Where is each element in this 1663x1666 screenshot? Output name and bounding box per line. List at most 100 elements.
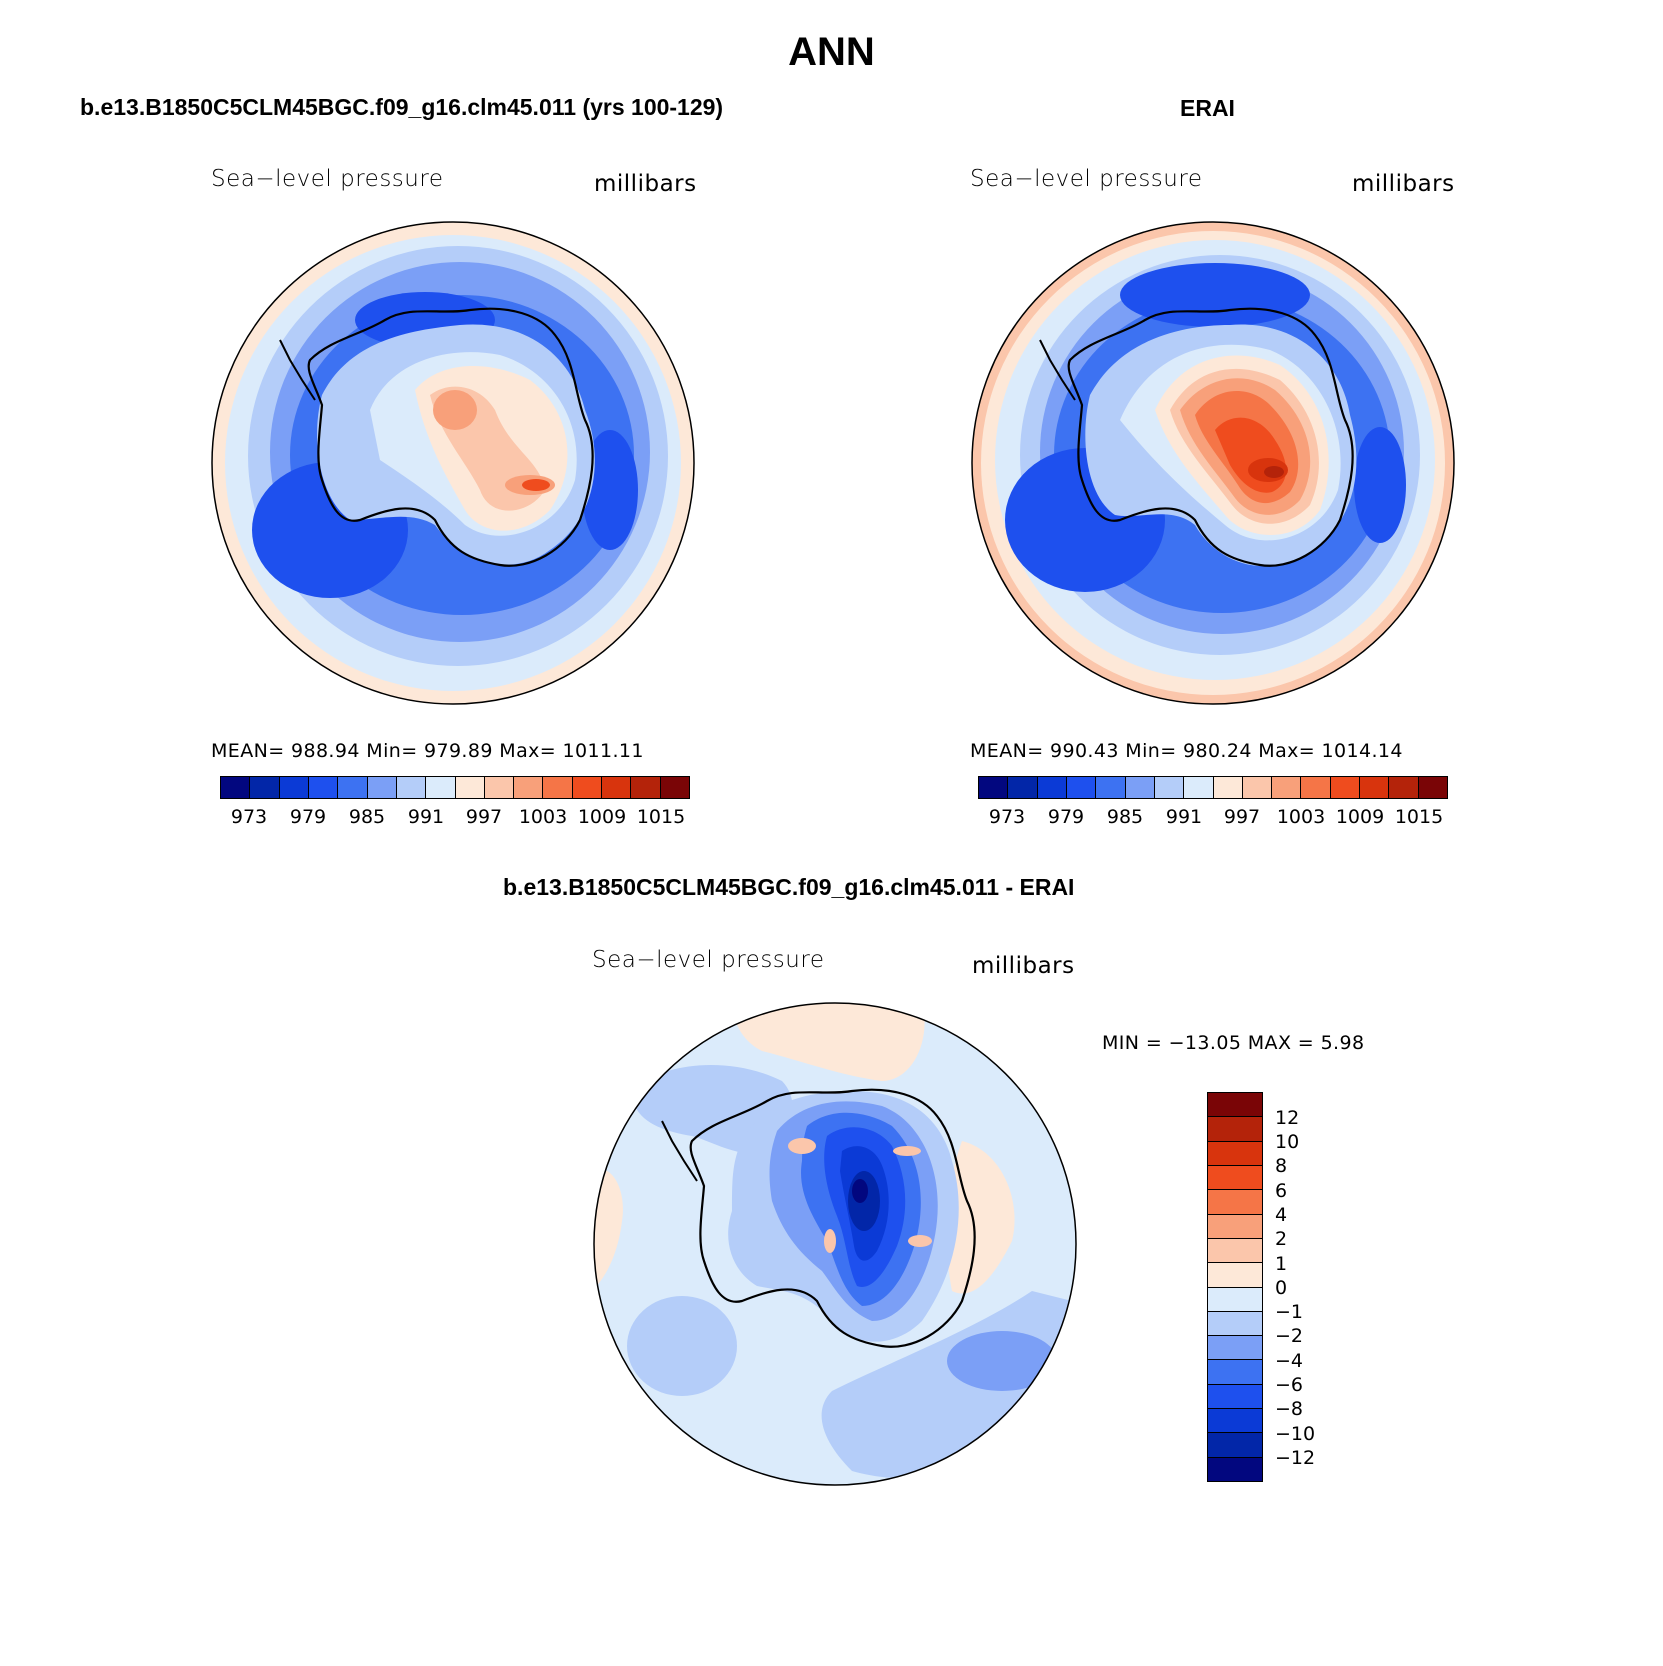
- map-border: [211, 221, 695, 705]
- map-positive-north: [732, 1003, 925, 1081]
- obs-panel-title: ERAI: [1180, 95, 1235, 121]
- colorbar-swatch: [1037, 777, 1067, 798]
- colorbar-swatch: [1208, 1409, 1262, 1434]
- colorbar-swatch: [572, 777, 603, 798]
- obs-field-label: Sea−level pressure: [970, 166, 1203, 192]
- colorbar-swatch: [1208, 1457, 1262, 1481]
- map-low-b: [1354, 427, 1406, 543]
- colorbar-swatch: [1066, 777, 1097, 798]
- colorbar-swatch: [250, 777, 280, 798]
- colorbar-swatch: [279, 777, 309, 798]
- colorbar-tick: −2: [1275, 1325, 1304, 1347]
- colorbar-swatch: [1208, 1433, 1262, 1458]
- map-high-d: [1264, 466, 1284, 478]
- colorbar-tick: 12: [1275, 1107, 1300, 1129]
- main-title: ANN: [788, 30, 875, 74]
- colorbar-swatch: [1208, 1214, 1262, 1239]
- diff-field-label: Sea−level pressure: [592, 947, 825, 973]
- colorbar-swatch: [221, 777, 251, 798]
- colorbar-swatch: [1208, 1141, 1262, 1166]
- diff-stats: MIN = −13.05 MAX = 5.98: [1102, 1032, 1365, 1054]
- colorbar-swatch: [455, 777, 485, 798]
- map-peninsula: [661, 1120, 698, 1182]
- colorbar-swatch: [1184, 777, 1214, 798]
- colorbar-swatch: [660, 777, 689, 798]
- map-coastline: [307, 307, 594, 567]
- colorbar-tick: −6: [1275, 1374, 1304, 1396]
- map-neg-b: [627, 1296, 737, 1396]
- colorbar-tick: 997: [465, 806, 503, 828]
- colorbar-swatch: [1008, 777, 1038, 798]
- diff-units-label: millibars: [972, 953, 1075, 979]
- colorbar-tick: 6: [1275, 1180, 1288, 1202]
- colorbar-tick: 1003: [1276, 806, 1326, 828]
- colorbar-tick: 8: [1275, 1155, 1288, 1177]
- colorbar-swatch: [1208, 1190, 1262, 1215]
- model-colorbar: [220, 776, 690, 799]
- colorbar-swatch: [1272, 777, 1302, 798]
- colorbar-swatch: [602, 777, 632, 798]
- map-coastline: [689, 1088, 976, 1348]
- colorbar-tick: 0: [1275, 1277, 1288, 1299]
- colorbar-swatch: [1125, 777, 1155, 798]
- colorbar-tick: 979: [289, 806, 327, 828]
- map-border: [971, 221, 1455, 705]
- map-peninsula: [279, 339, 316, 401]
- diff-colorbar-ticks: 12 10 8 6 4 2 1 0 −1 −2 −4 −6 −8 −10 −12: [1275, 1092, 1335, 1482]
- colorbar-tick: −10: [1275, 1423, 1316, 1445]
- colorbar-tick: 997: [1223, 806, 1261, 828]
- colorbar-tick: 991: [1165, 806, 1203, 828]
- model-stats: MEAN= 988.94 Min= 979.89 Max= 1011.11: [211, 740, 644, 762]
- colorbar-swatch: [1208, 1360, 1262, 1385]
- colorbar-swatch: [1208, 1117, 1262, 1142]
- colorbar-tick: 985: [348, 806, 386, 828]
- colorbar-tick: −8: [1275, 1398, 1304, 1420]
- obs-units-label: millibars: [1352, 171, 1455, 197]
- colorbar-swatch: [1208, 1287, 1262, 1312]
- obs-colorbar: [978, 776, 1448, 799]
- colorbar-swatch: [1208, 1384, 1262, 1410]
- colorbar-swatch: [1208, 1311, 1262, 1337]
- colorbar-swatch: [308, 777, 339, 798]
- colorbar-tick: 1015: [636, 806, 686, 828]
- map-peninsula: [1039, 339, 1076, 401]
- colorbar-tick: 979: [1047, 806, 1085, 828]
- colorbar-swatch: [1096, 777, 1126, 798]
- colorbar-swatch: [543, 777, 573, 798]
- obs-stats: MEAN= 990.43 Min= 980.24 Max= 1014.14: [970, 740, 1403, 762]
- colorbar-swatch: [367, 777, 397, 798]
- diff-colorbar: [1207, 1092, 1263, 1482]
- colorbar-tick: −1: [1275, 1301, 1304, 1323]
- colorbar-tick: 1009: [1335, 806, 1385, 828]
- colorbar-tick: 973: [988, 806, 1026, 828]
- colorbar-tick: 1: [1275, 1253, 1288, 1275]
- colorbar-swatch: [1360, 777, 1390, 798]
- map-pos-blob-b: [893, 1146, 921, 1156]
- model-colorbar-ticks: 973 979 985 991 997 1003 1009 1015: [220, 806, 690, 830]
- colorbar-swatch: [1208, 1336, 1262, 1361]
- map-border: [593, 1002, 1077, 1486]
- diff-map: [593, 1002, 1077, 1486]
- colorbar-tick: 991: [407, 806, 445, 828]
- colorbar-swatch: [1242, 777, 1273, 798]
- map-positive-east: [946, 1141, 1015, 1294]
- colorbar-swatch: [484, 777, 515, 798]
- colorbar-swatch: [1208, 1263, 1262, 1288]
- colorbar-tick: 1015: [1394, 806, 1444, 828]
- obs-colorbar-ticks: 973 979 985 991 997 1003 1009 1015: [978, 806, 1448, 830]
- colorbar-tick: 985: [1106, 806, 1144, 828]
- colorbar-tick: −4: [1275, 1350, 1304, 1372]
- colorbar-tick: 973: [230, 806, 268, 828]
- colorbar-swatch: [979, 777, 1009, 798]
- colorbar-tick: 4: [1275, 1204, 1288, 1226]
- diff-panel-title: b.e13.B1850C5CLM45BGC.f09_g16.clm45.011 …: [503, 874, 1075, 900]
- colorbar-tick: 1003: [518, 806, 568, 828]
- colorbar-swatch: [396, 777, 427, 798]
- colorbar-swatch: [1301, 777, 1331, 798]
- obs-map: [971, 221, 1455, 705]
- map-min-b: [852, 1179, 868, 1203]
- colorbar-swatch: [1208, 1093, 1262, 1118]
- model-map: [211, 221, 695, 705]
- colorbar-swatch: [1330, 777, 1361, 798]
- map-high-c: [522, 479, 550, 491]
